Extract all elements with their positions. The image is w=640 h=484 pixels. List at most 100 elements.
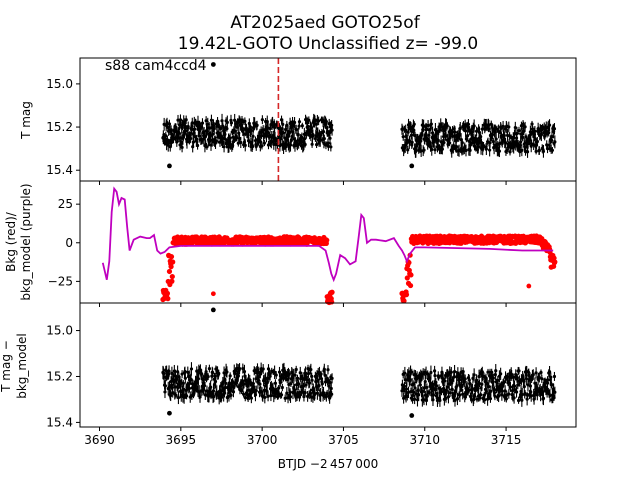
data-point bbox=[249, 381, 253, 385]
data-point bbox=[329, 145, 333, 149]
data-point bbox=[552, 127, 557, 131]
data-point bbox=[419, 139, 423, 143]
data-point bbox=[222, 145, 226, 149]
data-point bbox=[217, 371, 221, 376]
data-point bbox=[180, 372, 184, 376]
data-point bbox=[211, 132, 215, 136]
data-point bbox=[436, 138, 440, 142]
data-point bbox=[287, 372, 291, 376]
data-point bbox=[513, 125, 517, 130]
data-point bbox=[521, 135, 525, 139]
data-point bbox=[516, 383, 520, 387]
data-segment bbox=[161, 362, 334, 405]
data-point bbox=[440, 147, 444, 151]
data-point bbox=[280, 385, 284, 390]
data-point bbox=[499, 372, 503, 376]
data-point bbox=[488, 397, 493, 401]
data-point bbox=[529, 132, 533, 136]
data-point bbox=[271, 133, 275, 138]
y-tick-label: 15.2 bbox=[46, 369, 73, 383]
data-point bbox=[495, 127, 499, 131]
data-point bbox=[531, 372, 535, 377]
data-point bbox=[308, 381, 312, 385]
data-point bbox=[174, 393, 178, 397]
data-point bbox=[493, 394, 497, 398]
data-point bbox=[180, 145, 184, 150]
data-point bbox=[260, 118, 264, 122]
x-axis-label: BTJD −2 457 000 bbox=[278, 457, 378, 471]
data-point bbox=[553, 390, 557, 394]
data-point bbox=[270, 120, 275, 125]
y-tick-label: 15.0 bbox=[46, 77, 73, 91]
bkg-point bbox=[169, 278, 175, 284]
bkg-point bbox=[165, 296, 171, 302]
data-point bbox=[410, 370, 414, 374]
data-point bbox=[225, 370, 229, 374]
data-point bbox=[537, 375, 541, 380]
data-point bbox=[423, 380, 427, 384]
bottom-ylabel-line2: bkg_model bbox=[15, 333, 29, 399]
data-point bbox=[422, 398, 426, 402]
data-point bbox=[426, 123, 430, 128]
data-point bbox=[475, 397, 479, 401]
data-point bbox=[550, 134, 554, 139]
data-point bbox=[522, 385, 526, 389]
data-point bbox=[310, 142, 314, 146]
x-tick-label: 3710 bbox=[409, 433, 440, 447]
data-point bbox=[520, 148, 524, 152]
data-point bbox=[281, 122, 285, 126]
data-point bbox=[297, 120, 302, 124]
data-point bbox=[463, 129, 468, 133]
data-point bbox=[549, 383, 554, 387]
data-point bbox=[466, 134, 470, 138]
data-point bbox=[186, 125, 190, 129]
data-point bbox=[325, 392, 329, 396]
data-point bbox=[288, 143, 293, 147]
data-point bbox=[512, 396, 516, 400]
data-point bbox=[417, 393, 421, 397]
data-point bbox=[169, 393, 173, 398]
data-point bbox=[243, 143, 247, 147]
data-point bbox=[184, 394, 189, 398]
data-point bbox=[466, 122, 471, 127]
data-point bbox=[476, 145, 480, 149]
y-tick-label: 15.4 bbox=[46, 415, 73, 429]
middle-plot-area bbox=[101, 186, 558, 306]
data-point bbox=[545, 147, 550, 151]
data-point bbox=[530, 122, 534, 126]
data-point bbox=[212, 394, 216, 399]
data-point bbox=[291, 130, 295, 134]
data-segment bbox=[400, 364, 557, 407]
y-tick-label: 15.0 bbox=[46, 324, 73, 338]
data-point bbox=[242, 392, 246, 396]
data-point bbox=[184, 118, 188, 122]
bkg-point bbox=[408, 272, 414, 278]
data-point bbox=[479, 393, 483, 397]
data-point bbox=[534, 149, 538, 154]
panel-middle: 25 0 −25 Bkg (red)/ bkg_model (purple) bbox=[4, 180, 577, 307]
data-point bbox=[468, 382, 472, 386]
data-point bbox=[229, 121, 234, 125]
middle-y-axis: 25 0 −25 bbox=[48, 197, 80, 288]
x-tick-label: 3700 bbox=[247, 433, 278, 447]
y-tick-label: 25 bbox=[58, 197, 73, 211]
middle-ylabel-line2: bkg_model (purple) bbox=[19, 183, 33, 300]
data-point bbox=[254, 388, 258, 393]
data-point bbox=[547, 123, 552, 127]
data-point bbox=[175, 377, 179, 381]
outlier-point bbox=[210, 307, 216, 313]
bottom-panel-frame bbox=[79, 302, 577, 428]
data-point bbox=[298, 371, 302, 375]
data-point bbox=[455, 384, 459, 388]
data-point bbox=[515, 131, 519, 136]
data-point bbox=[323, 373, 327, 377]
data-point bbox=[505, 374, 510, 378]
data-point bbox=[237, 366, 242, 371]
data-point bbox=[202, 384, 207, 388]
data-point bbox=[298, 393, 302, 397]
data-point bbox=[214, 139, 218, 143]
data-point bbox=[412, 128, 416, 132]
top-annotation: s88 cam4ccd4 bbox=[105, 58, 207, 74]
data-point bbox=[413, 397, 417, 401]
